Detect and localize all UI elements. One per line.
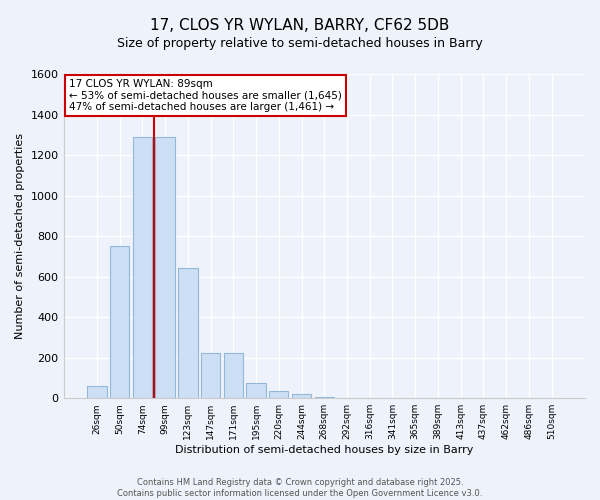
Bar	[201, 352, 220, 398]
Y-axis label: Number of semi-detached properties: Number of semi-detached properties	[15, 133, 25, 339]
Bar	[155, 137, 175, 398]
Bar	[247, 383, 266, 398]
Bar	[87, 386, 107, 398]
Text: 17, CLOS YR WYLAN, BARRY, CF62 5DB: 17, CLOS YR WYLAN, BARRY, CF62 5DB	[151, 18, 449, 32]
Bar	[269, 391, 289, 398]
Text: 17 CLOS YR WYLAN: 89sqm
← 53% of semi-detached houses are smaller (1,645)
47% of: 17 CLOS YR WYLAN: 89sqm ← 53% of semi-de…	[69, 79, 341, 112]
Text: Size of property relative to semi-detached houses in Barry: Size of property relative to semi-detach…	[117, 38, 483, 51]
Bar	[292, 394, 311, 398]
Bar	[133, 137, 152, 398]
Bar	[178, 268, 197, 398]
Bar	[110, 246, 130, 398]
Text: Contains HM Land Registry data © Crown copyright and database right 2025.
Contai: Contains HM Land Registry data © Crown c…	[118, 478, 482, 498]
X-axis label: Distribution of semi-detached houses by size in Barry: Distribution of semi-detached houses by …	[175, 445, 473, 455]
Bar	[224, 352, 243, 398]
Bar	[314, 397, 334, 398]
